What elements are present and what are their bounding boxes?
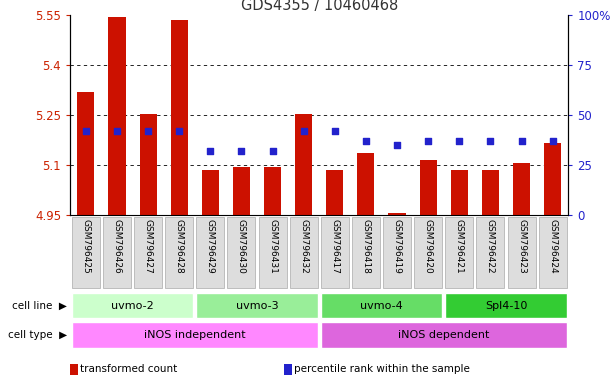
- Text: uvmo-2: uvmo-2: [111, 301, 154, 311]
- Bar: [202, 170, 219, 215]
- Text: GSM796423: GSM796423: [517, 219, 526, 273]
- Text: GSM796430: GSM796430: [237, 219, 246, 274]
- Text: GSM796419: GSM796419: [392, 219, 401, 274]
- Bar: [233, 167, 250, 215]
- FancyBboxPatch shape: [72, 293, 193, 318]
- Text: GSM796421: GSM796421: [455, 219, 464, 273]
- Point: [112, 128, 122, 134]
- Point: [174, 128, 184, 134]
- Text: GSM796424: GSM796424: [548, 219, 557, 273]
- Point: [299, 128, 309, 134]
- Bar: [389, 214, 406, 215]
- FancyBboxPatch shape: [258, 217, 287, 288]
- FancyBboxPatch shape: [321, 217, 349, 288]
- FancyBboxPatch shape: [445, 217, 474, 288]
- Point: [548, 138, 558, 144]
- Point: [205, 148, 215, 154]
- Point: [455, 138, 464, 144]
- FancyBboxPatch shape: [196, 217, 224, 288]
- Bar: [77, 92, 94, 215]
- Text: GSM796428: GSM796428: [175, 219, 184, 273]
- Text: iNOS independent: iNOS independent: [144, 330, 246, 340]
- Text: GSM796418: GSM796418: [362, 219, 370, 274]
- FancyBboxPatch shape: [445, 293, 566, 318]
- FancyBboxPatch shape: [196, 293, 318, 318]
- Point: [143, 128, 153, 134]
- FancyBboxPatch shape: [352, 217, 380, 288]
- Bar: [357, 154, 375, 215]
- Point: [486, 138, 496, 144]
- Point: [330, 128, 340, 134]
- Bar: [513, 164, 530, 215]
- Point: [236, 148, 246, 154]
- Text: transformed count: transformed count: [79, 364, 177, 374]
- Point: [361, 138, 371, 144]
- Text: GSM796431: GSM796431: [268, 219, 277, 274]
- FancyBboxPatch shape: [165, 217, 193, 288]
- Title: GDS4355 / 10460468: GDS4355 / 10460468: [241, 0, 398, 13]
- Bar: [170, 20, 188, 215]
- Text: percentile rank within the sample: percentile rank within the sample: [293, 364, 469, 374]
- Text: GSM796426: GSM796426: [112, 219, 122, 273]
- FancyBboxPatch shape: [227, 217, 255, 288]
- Text: Spl4-10: Spl4-10: [485, 301, 527, 311]
- FancyBboxPatch shape: [321, 322, 566, 348]
- Bar: [139, 114, 156, 215]
- FancyBboxPatch shape: [383, 217, 411, 288]
- FancyBboxPatch shape: [539, 217, 566, 288]
- Bar: [451, 170, 468, 215]
- Bar: [295, 114, 312, 215]
- FancyBboxPatch shape: [72, 322, 318, 348]
- Text: cell line  ▶: cell line ▶: [12, 301, 67, 311]
- FancyBboxPatch shape: [414, 217, 442, 288]
- Point: [517, 138, 527, 144]
- Text: GSM796432: GSM796432: [299, 219, 308, 273]
- FancyBboxPatch shape: [290, 217, 318, 288]
- Text: GSM796420: GSM796420: [423, 219, 433, 273]
- Point: [81, 128, 90, 134]
- Text: uvmo-4: uvmo-4: [360, 301, 403, 311]
- Point: [392, 142, 402, 148]
- FancyBboxPatch shape: [321, 293, 442, 318]
- Text: iNOS dependent: iNOS dependent: [398, 330, 489, 340]
- FancyBboxPatch shape: [72, 217, 100, 288]
- Point: [268, 148, 277, 154]
- Bar: [264, 167, 281, 215]
- Text: GSM796422: GSM796422: [486, 219, 495, 273]
- Text: GSM796427: GSM796427: [144, 219, 153, 273]
- FancyBboxPatch shape: [508, 217, 536, 288]
- Bar: [482, 170, 499, 215]
- Bar: [326, 170, 343, 215]
- Bar: [420, 160, 437, 215]
- Bar: [544, 144, 562, 215]
- Text: cell type  ▶: cell type ▶: [8, 330, 67, 340]
- Text: GSM796417: GSM796417: [331, 219, 339, 274]
- Text: uvmo-3: uvmo-3: [236, 301, 279, 311]
- FancyBboxPatch shape: [134, 217, 162, 288]
- Point: [423, 138, 433, 144]
- Text: GSM796429: GSM796429: [206, 219, 215, 273]
- FancyBboxPatch shape: [477, 217, 505, 288]
- FancyBboxPatch shape: [103, 217, 131, 288]
- Bar: [108, 17, 125, 215]
- Text: GSM796425: GSM796425: [81, 219, 90, 273]
